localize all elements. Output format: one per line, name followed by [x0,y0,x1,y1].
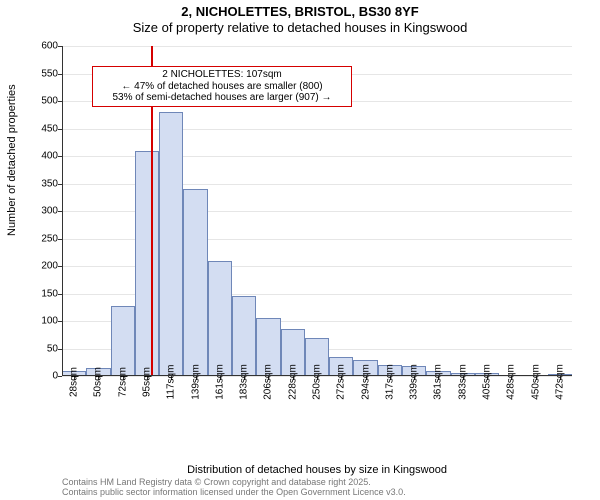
x-tick-label: 472sqm [554,364,565,400]
chart-title-line2: Size of property relative to detached ho… [0,20,600,35]
x-tick-label: 361sqm [433,364,444,400]
x-axis-line [62,375,572,376]
x-tick-label: 228sqm [287,364,298,400]
histogram-bar [159,112,183,376]
annotation-line: ← 47% of detached houses are smaller (80… [97,81,347,93]
grid-line [62,129,572,130]
y-tick-label: 450 [41,123,62,134]
x-axis-label: Distribution of detached houses by size … [62,464,572,476]
x-tick-label: 272sqm [336,364,347,400]
y-tick-label: 500 [41,96,62,107]
y-axis-line [62,46,63,376]
chart-title-line1: 2, NICHOLETTES, BRISTOL, BS30 8YF [0,4,600,19]
annotation-box: 2 NICHOLETTES: 107sqm← 47% of detached h… [92,66,352,107]
y-tick-label: 350 [41,178,62,189]
histogram-bar [183,189,207,376]
x-tick-label: 250sqm [312,364,323,400]
x-tick-label: 50sqm [93,367,104,397]
x-tick-label: 294sqm [360,364,371,400]
annotation-line: 53% of semi-detached houses are larger (… [97,92,347,104]
y-tick-label: 300 [41,206,62,217]
footer-line2: Contains public sector information licen… [62,488,406,498]
x-tick-label: 405sqm [482,364,493,400]
x-tick-label: 428sqm [506,364,517,400]
y-tick-label: 400 [41,151,62,162]
histogram-bar [135,151,159,377]
x-tick-label: 72sqm [117,367,128,397]
y-tick-label: 250 [41,233,62,244]
footer-attribution: Contains HM Land Registry data © Crown c… [62,478,406,498]
histogram-bar [111,306,135,376]
x-tick-label: 117sqm [166,365,177,400]
x-tick-label: 339sqm [409,364,420,400]
y-tick-label: 600 [41,41,62,52]
y-tick-label: 0 [52,371,62,382]
x-tick-label: 161sqm [214,364,225,400]
chart-plot-area: 05010015020025030035040045050055060028sq… [62,46,572,426]
x-tick-label: 183sqm [239,364,250,400]
y-tick-label: 100 [41,316,62,327]
y-axis-label: Number of detached properties [6,84,18,236]
x-tick-label: 206sqm [263,364,274,400]
grid-line [62,46,572,47]
x-tick-label: 139sqm [190,364,201,400]
chart-title-block: 2, NICHOLETTES, BRISTOL, BS30 8YF Size o… [0,0,600,35]
histogram-bar [208,261,232,377]
x-tick-label: 317sqm [384,364,395,400]
x-tick-label: 28sqm [69,367,80,397]
y-tick-label: 50 [47,343,62,354]
y-tick-label: 550 [41,68,62,79]
y-tick-label: 150 [41,288,62,299]
y-tick-label: 200 [41,261,62,272]
annotation-line: 2 NICHOLETTES: 107sqm [97,69,347,81]
x-tick-label: 383sqm [457,364,468,400]
x-tick-label: 450sqm [530,364,541,400]
